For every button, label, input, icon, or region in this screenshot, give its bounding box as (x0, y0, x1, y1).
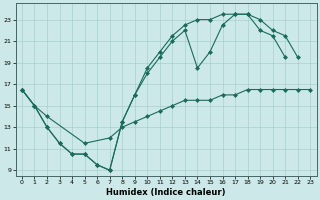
X-axis label: Humidex (Indice chaleur): Humidex (Indice chaleur) (106, 188, 226, 197)
